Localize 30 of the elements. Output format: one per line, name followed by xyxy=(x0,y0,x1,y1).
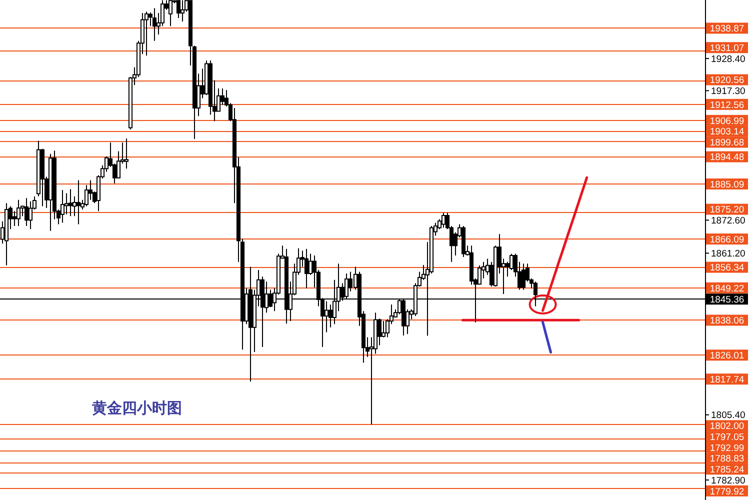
ref-line-label: 1903.14 xyxy=(710,126,744,138)
ref-line-label: 1885.09 xyxy=(710,179,744,190)
y-tick-label: 1917.30 xyxy=(711,86,746,98)
ref-line-label: 1845.36 xyxy=(710,294,744,306)
ref-line-label: 1866.09 xyxy=(710,234,744,246)
ref-line-label: 1788.83 xyxy=(710,454,744,465)
ref-line-label: 1906.99 xyxy=(710,116,744,127)
y-tick-label: 1805.40 xyxy=(711,410,746,422)
ref-line-label: 1826.01 xyxy=(710,350,744,362)
title: 黄金四小时图 xyxy=(92,399,182,417)
ref-line-label: 1838.06 xyxy=(710,316,744,327)
ref-line-label: 1797.05 xyxy=(710,432,744,443)
y-tick-label: 1928.40 xyxy=(711,54,746,65)
ref-line-label: 1938.87 xyxy=(710,24,744,35)
ref-line-label: 1875.20 xyxy=(710,204,744,216)
ref-line-label: 1802.00 xyxy=(710,421,744,432)
y-tick-label: 1872.60 xyxy=(711,216,746,227)
ref-line-label: 1894.48 xyxy=(710,152,744,164)
ref-line-label: 1899.68 xyxy=(710,138,744,149)
ref-line-label: 1785.24 xyxy=(710,464,744,476)
ref-line-label: 1912.56 xyxy=(710,100,744,111)
ref-line-label: 1931.07 xyxy=(710,43,744,54)
ref-line-label: 1779.92 xyxy=(710,486,744,498)
ref-line-label: 1817.74 xyxy=(710,374,744,386)
ref-line-label: 1849.22 xyxy=(710,283,744,294)
ref-line-label: 1792.99 xyxy=(710,442,744,454)
y-tick-label: 1782.90 xyxy=(711,475,746,486)
y-tick-label: 1861.20 xyxy=(711,248,746,260)
ref-line-label: 1920.56 xyxy=(710,75,744,86)
ref-line-label: 1856.34 xyxy=(710,262,744,274)
